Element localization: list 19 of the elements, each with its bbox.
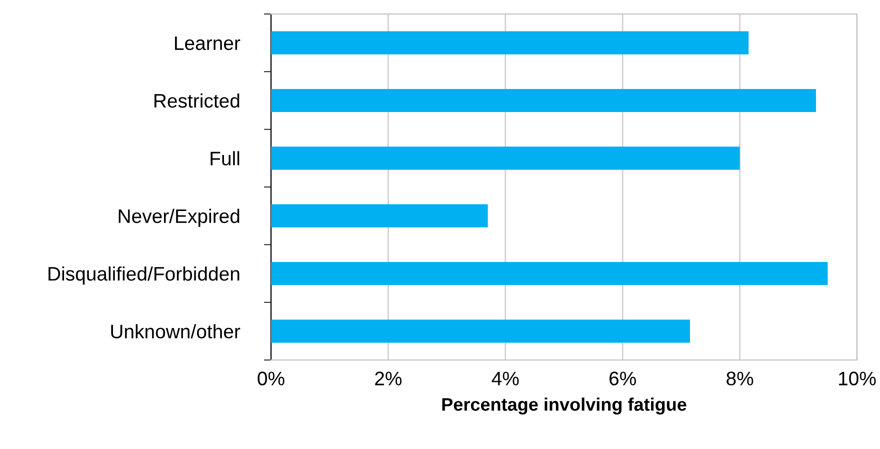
x-tick-label: 4% bbox=[492, 372, 519, 386]
bar bbox=[271, 320, 690, 343]
x-tick-label: 8% bbox=[726, 372, 754, 386]
x-tick-label: 6% bbox=[610, 372, 636, 386]
bar bbox=[271, 88, 816, 112]
x-tick-label: 0% bbox=[258, 372, 284, 386]
y-tick-label: Restricted bbox=[154, 93, 240, 108]
y-tick-label: Disqualified/Forbidden bbox=[48, 266, 240, 285]
y-tick-label: Learner bbox=[175, 36, 240, 50]
x-tick-label: 2% bbox=[375, 372, 402, 386]
y-tick-label: Unknown/other bbox=[111, 324, 240, 338]
x-axis-title: Percentage involving fatigue bbox=[442, 398, 686, 414]
bar bbox=[271, 31, 749, 54]
y-tick-label: Full bbox=[210, 151, 240, 166]
bar bbox=[271, 146, 740, 170]
x-tick-label: 10% bbox=[839, 372, 876, 386]
bar bbox=[271, 262, 828, 286]
bar bbox=[271, 204, 488, 228]
y-tick-label: Never/Expired bbox=[118, 208, 240, 227]
